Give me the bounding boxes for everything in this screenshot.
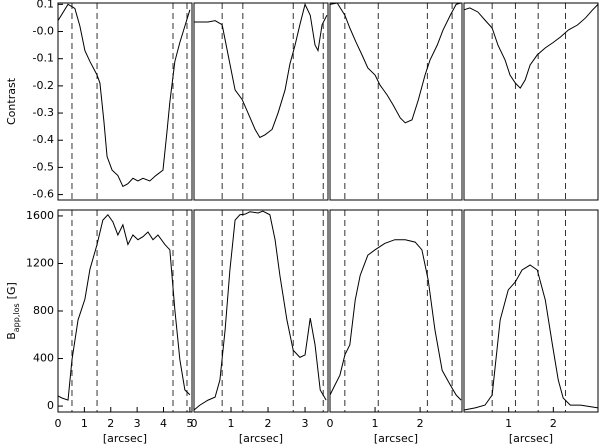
panel	[193, 2, 329, 201]
x-tick-label: 2	[417, 417, 424, 430]
x-tick-label: 0	[327, 417, 334, 430]
y-tick-label: -0.5	[33, 160, 54, 173]
y-label-unit: [G]	[5, 282, 18, 299]
x-tick-label: 4	[160, 417, 167, 430]
x-tick-label: 1	[505, 417, 512, 430]
panel-frame	[57, 2, 193, 201]
panel-frame	[329, 209, 463, 413]
y-tick-label: -0.0	[33, 25, 54, 38]
panel	[463, 2, 599, 201]
panel-frame	[57, 209, 193, 413]
x-tick-label: 0	[191, 417, 198, 430]
y-tick-label: 800	[33, 304, 54, 317]
panel-frame	[329, 2, 463, 201]
y-axis-label: Bapp,los [G]	[5, 282, 21, 340]
data-line	[463, 4, 599, 89]
x-tick-label: 3	[302, 417, 309, 430]
x-axis-label: [arcsec]	[374, 432, 418, 445]
x-tick-label: 2	[550, 417, 557, 430]
y-tick-label: 0	[47, 399, 54, 412]
y-tick-label: -0.4	[33, 133, 54, 146]
data-line	[329, 2, 462, 124]
data-line	[57, 213, 191, 401]
x-tick-label: 2	[107, 417, 114, 430]
x-axis-label: [arcsec]	[103, 432, 147, 445]
panel-frame	[193, 209, 329, 413]
x-tick-label: 5	[186, 417, 193, 430]
x-tick-label: 0	[55, 417, 62, 430]
data-line	[329, 239, 462, 401]
x-tick-label: 1	[81, 417, 88, 430]
panel-frame	[463, 2, 599, 201]
y-tick-label: -0.6	[33, 188, 54, 201]
panel	[463, 209, 599, 413]
x-tick-label: 1	[372, 417, 379, 430]
x-tick-label: 1	[228, 417, 235, 430]
y-tick-label: -0.3	[33, 106, 54, 119]
y-label-main: B	[5, 332, 18, 340]
data-line	[463, 264, 599, 411]
panel	[329, 209, 463, 413]
y-tick-label: 400	[33, 352, 54, 365]
panel	[193, 209, 329, 413]
data-line	[193, 210, 327, 411]
y-axis-label: Contrast	[5, 77, 18, 125]
x-tick-label: 3	[134, 417, 141, 430]
y-tick-label: -0.1	[33, 52, 54, 65]
x-axis-label: [arcsec]	[239, 432, 283, 445]
panel	[57, 2, 193, 201]
panel-frame	[463, 209, 599, 413]
panel	[57, 209, 193, 413]
panel-frame	[193, 2, 329, 201]
data-line	[57, 3, 191, 188]
x-axis-label: [arcsec]	[509, 432, 553, 445]
y-tick-label: 1200	[26, 256, 54, 269]
y-tick-label: -0.2	[33, 79, 54, 92]
data-line	[194, 2, 328, 139]
y-label-sub: app,los	[12, 303, 21, 332]
x-tick-label: 2	[265, 417, 272, 430]
y-tick-label: 1600	[26, 209, 54, 222]
y-label-main: Contrast	[5, 77, 18, 125]
panel	[329, 2, 463, 201]
y-tick-label: 0.1	[37, 0, 55, 10]
